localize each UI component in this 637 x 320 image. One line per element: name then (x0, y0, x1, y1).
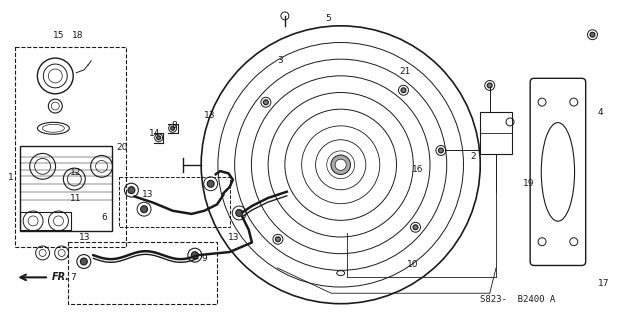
Circle shape (275, 237, 280, 242)
Text: 7: 7 (70, 273, 76, 282)
Bar (480, 112, 512, 154)
Text: 11: 11 (70, 194, 82, 203)
Text: 15: 15 (54, 31, 65, 40)
Circle shape (438, 148, 443, 153)
Bar (118, 178, 230, 227)
Circle shape (157, 136, 161, 140)
Text: 12: 12 (70, 168, 82, 177)
Text: 1: 1 (8, 173, 13, 182)
Text: 16: 16 (412, 165, 424, 174)
Text: 13: 13 (229, 233, 240, 242)
Bar (15, 47, 126, 247)
Circle shape (191, 252, 198, 259)
Text: 13: 13 (79, 233, 90, 242)
Text: 10: 10 (407, 260, 419, 269)
Text: S823-  B2400 A: S823- B2400 A (480, 295, 555, 304)
Text: 9: 9 (201, 254, 207, 263)
Text: 4: 4 (598, 108, 603, 117)
Circle shape (263, 100, 268, 105)
Text: 14: 14 (149, 129, 161, 138)
Circle shape (207, 180, 214, 187)
Bar (68, 243, 217, 304)
Circle shape (80, 258, 87, 265)
Circle shape (487, 83, 492, 88)
Circle shape (171, 126, 175, 130)
Text: 18: 18 (73, 31, 84, 40)
Circle shape (331, 155, 350, 174)
Text: 6: 6 (101, 212, 108, 222)
Text: 3: 3 (277, 56, 283, 65)
Circle shape (401, 88, 406, 93)
Circle shape (413, 225, 418, 230)
Text: FR.: FR. (52, 272, 70, 282)
Text: 5: 5 (325, 14, 331, 23)
Circle shape (128, 187, 135, 194)
Circle shape (590, 32, 595, 37)
Text: 13: 13 (204, 111, 216, 120)
Bar (20, 212, 71, 230)
Text: 8: 8 (171, 121, 177, 130)
Text: 13: 13 (142, 190, 154, 199)
Circle shape (141, 206, 148, 212)
Text: 17: 17 (598, 279, 609, 288)
Circle shape (236, 210, 243, 216)
Text: 2: 2 (471, 152, 476, 161)
Text: 19: 19 (523, 179, 534, 188)
Text: 21: 21 (399, 67, 411, 76)
Circle shape (335, 159, 347, 170)
Bar (20, 146, 112, 231)
Text: 20: 20 (117, 143, 128, 152)
